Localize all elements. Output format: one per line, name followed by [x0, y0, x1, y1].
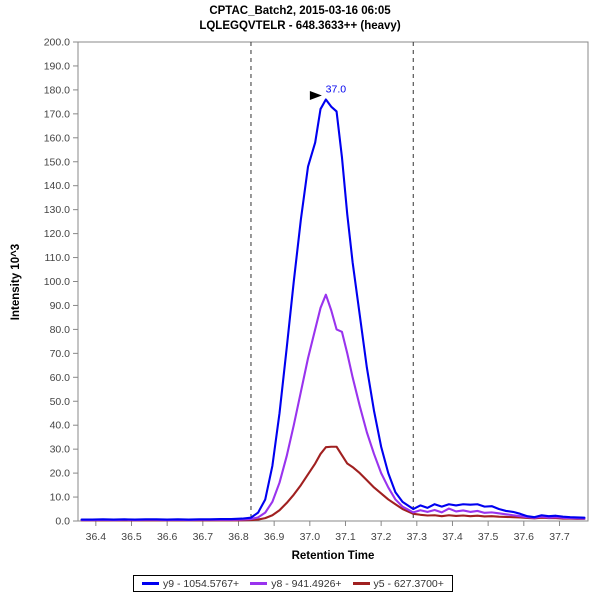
y-tick-label: 110.0: [45, 252, 71, 264]
x-tick-label: 37.6: [514, 531, 535, 543]
legend-swatch-y5: [352, 582, 370, 585]
x-tick-label: 36.5: [121, 531, 142, 543]
x-tick-label: 37.1: [335, 531, 356, 543]
y-tick-label: 40.0: [50, 420, 71, 432]
y-tick-label: 180.0: [44, 84, 70, 96]
y-tick-label: 20.0: [50, 468, 71, 480]
y-tick-label: 70.0: [50, 348, 71, 360]
x-tick-label: 36.7: [193, 531, 214, 543]
legend-label-y9: y9 - 1054.5767+: [163, 577, 240, 590]
legend-item-y9[interactable]: y9 - 1054.5767+: [142, 578, 239, 590]
legend-label-y5: y5 - 627.3700+: [373, 577, 444, 590]
chart-title-line-2: LQLEGQVTELR - 648.3633++ (heavy): [199, 20, 401, 32]
legend-item-y5[interactable]: y5 - 627.3700+: [352, 577, 444, 590]
y-tick-label: 160.0: [44, 132, 70, 144]
y-tick-label: 50.0: [50, 396, 71, 408]
x-tick-label: 36.6: [157, 531, 178, 543]
x-tick-label: 37.3: [407, 531, 428, 543]
y-tick-label: 120.0: [44, 228, 70, 240]
plot-frame: [77, 41, 589, 522]
legend-swatch-y9: [142, 582, 159, 585]
y-tick-label: 90.0: [50, 300, 71, 312]
y-tick-label: 140.0: [44, 180, 70, 192]
chart-title-line-1: CPTAC_Batch2, 2015-03-16 06:05: [209, 5, 391, 17]
chart-legend: y9 - 1054.5767+ y8 - 941.4926+ y5 - 627.…: [133, 575, 453, 592]
x-tick-label: 37.2: [371, 531, 392, 543]
x-tick-label: 37.0: [300, 531, 321, 543]
y-tick-label: 100.0: [44, 276, 70, 288]
legend-item-y8[interactable]: y8 - 941.4926+: [250, 577, 342, 590]
legend-label-y8: y8 - 941.4926+: [271, 577, 342, 590]
trace-y9[interactable]: [80, 98, 586, 521]
trace-y5[interactable]: [80, 445, 586, 522]
y-tick-label: 170.0: [44, 108, 70, 120]
x-tick-label: 37.5: [478, 531, 499, 543]
y-tick-label: 30.0: [50, 444, 71, 456]
x-tick-label: 37.7: [549, 531, 570, 543]
x-axis-ticks: 36.4 36.5 36.6 36.7 36.8 36.9 37.0 37.1 37.2 37.3…: [86, 521, 570, 543]
peak-apex-label: 37.0: [326, 83, 347, 95]
chart-title: CPTAC_Batch2, 2015-03-16 06:05 LQLEGQVTE…: [0, 4, 600, 34]
peak-apex-annotation: 37.0: [309, 83, 347, 100]
chromatogram-traces[interactable]: [80, 98, 586, 522]
y-tick-label: 150.0: [44, 156, 70, 168]
legend-swatch-y8: [250, 582, 268, 585]
y-axis-ticks: 0.0 10.0 20.0 30.0 40.0 50.0 60.0 70.0 80.0 90.0 1…: [44, 37, 78, 528]
y-tick-label: 130.0: [44, 204, 70, 216]
x-tick-label: 37.4: [442, 531, 463, 543]
x-axis-label: Retention Time: [292, 550, 375, 562]
y-tick-label: 190.0: [44, 60, 70, 72]
y-tick-label: 60.0: [50, 372, 71, 384]
x-tick-label: 36.4: [86, 531, 107, 543]
trace-y8[interactable]: [80, 293, 586, 522]
x-tick-label: 36.8: [228, 531, 249, 543]
y-tick-label: 0.0: [55, 516, 70, 528]
y-tick-label: 80.0: [50, 324, 71, 336]
y-tick-label: 200.0: [44, 37, 70, 49]
y-tick-label: 10.0: [50, 492, 71, 504]
x-tick-label: 36.9: [264, 531, 285, 543]
y-axis-label: Intensity 10^3: [10, 244, 22, 320]
left-triangle-marker: [309, 90, 322, 100]
